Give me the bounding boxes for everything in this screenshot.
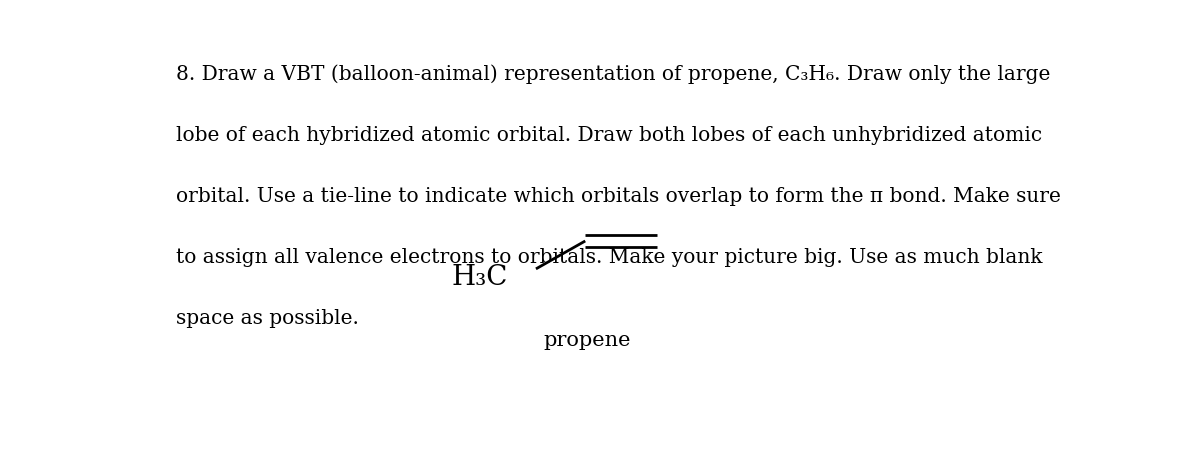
Text: to assign all valence electrons to orbitals. Make your picture big. Use as much : to assign all valence electrons to orbit… (176, 248, 1043, 267)
Text: H₃C: H₃C (451, 264, 508, 291)
Text: propene: propene (544, 331, 631, 350)
Text: space as possible.: space as possible. (176, 309, 359, 328)
Text: 8. Draw a VBT (balloon-animal) representation of propene, C₃H₆. Draw only the la: 8. Draw a VBT (balloon-animal) represent… (176, 65, 1050, 84)
Text: orbital. Use a tie-line to indicate which orbitals overlap to form the π bond. M: orbital. Use a tie-line to indicate whic… (176, 187, 1061, 206)
Text: lobe of each hybridized atomic orbital. Draw both lobes of each unhybridized ato: lobe of each hybridized atomic orbital. … (176, 126, 1042, 145)
